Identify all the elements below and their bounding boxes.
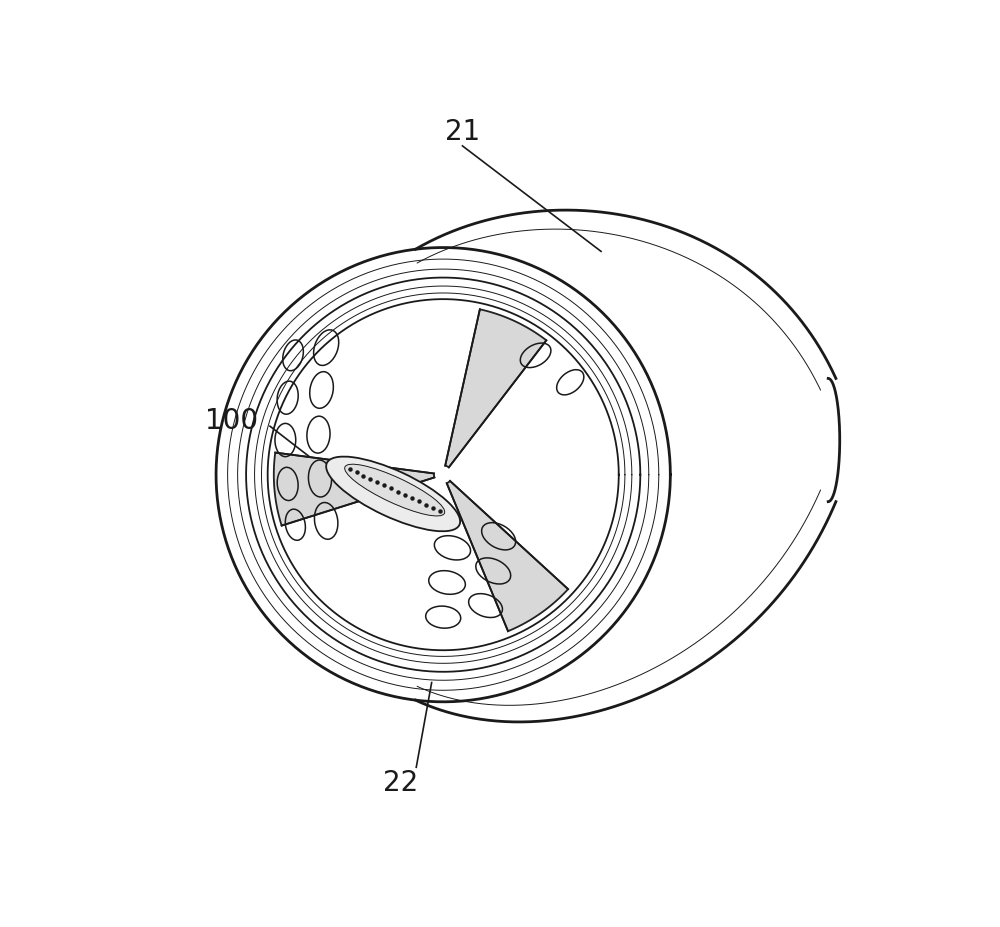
Polygon shape [274,452,434,526]
Polygon shape [445,310,546,467]
Text: 100: 100 [205,407,258,435]
Ellipse shape [345,464,445,516]
Text: 22: 22 [383,768,418,796]
Ellipse shape [326,457,460,531]
Text: 21: 21 [445,118,480,146]
Polygon shape [447,481,568,631]
